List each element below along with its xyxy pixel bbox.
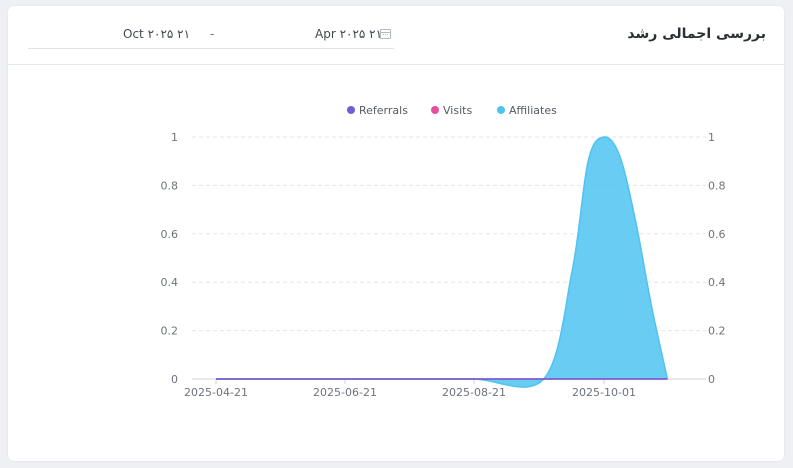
y-tick-label-left: 1 [171,131,178,144]
x-tick-label: 2025-08-21 [442,386,506,399]
growth-overview-card: بررسی اجمالی رشد Oct ۲۰۲۵ ۲۱ - Apr ۲۰۲۵ … [8,6,784,461]
legend-marker-referrals [347,106,355,114]
legend-marker-visits [431,106,439,114]
y-tick-label-right: 0.8 [708,179,726,192]
legend-label-affiliates: Affiliates [509,104,557,117]
y-tick-label-left: 0.4 [161,276,179,289]
y-tick-label-left: 0.6 [161,228,179,241]
growth-chart: 0 0 0.2 0.2 0.4 0.4 0.6 0.6 0.8 0.8 1 1 2025-04-21 20… [161,104,726,399]
card-header: بررسی اجمالی رشد Oct ۲۰۲۵ ۲۱ - Apr ۲۰۲۵ … [8,6,784,65]
y-tick-label-right: 0 [708,373,715,386]
y-tick-label-right: 0.4 [708,276,726,289]
y-tick-label-left: 0 [171,373,178,386]
y-tick-label-left: 0.2 [161,325,179,338]
date-range-separator: - [210,27,215,41]
series-area-affiliates [216,136,668,388]
calendar-icon[interactable] [380,29,391,39]
date-range-picker[interactable]: Oct ۲۰۲۵ ۲۱ - Apr ۲۰۲۵ ۲۱ [28,20,394,49]
y-tick-label-right: 0.6 [708,228,726,241]
y-tick-label-left: 0.8 [161,179,179,192]
x-tick-label: 2025-10-01 [572,386,636,399]
y-tick-label-right: 1 [708,131,715,144]
legend-marker-affiliates [497,106,505,114]
x-tick-label: 2025-04-21 [184,386,248,399]
date-range-end[interactable]: Apr ۲۰۲۵ ۲۱ [315,27,383,41]
card-title: بررسی اجمالی رشد [627,26,766,42]
x-tick-label: 2025-06-21 [313,386,377,399]
date-range-start[interactable]: Oct ۲۰۲۵ ۲۱ [123,27,191,41]
legend-label-visits: Visits [443,104,472,117]
y-tick-label-right: 0.2 [708,325,726,338]
legend-label-referrals: Referrals [359,104,408,117]
